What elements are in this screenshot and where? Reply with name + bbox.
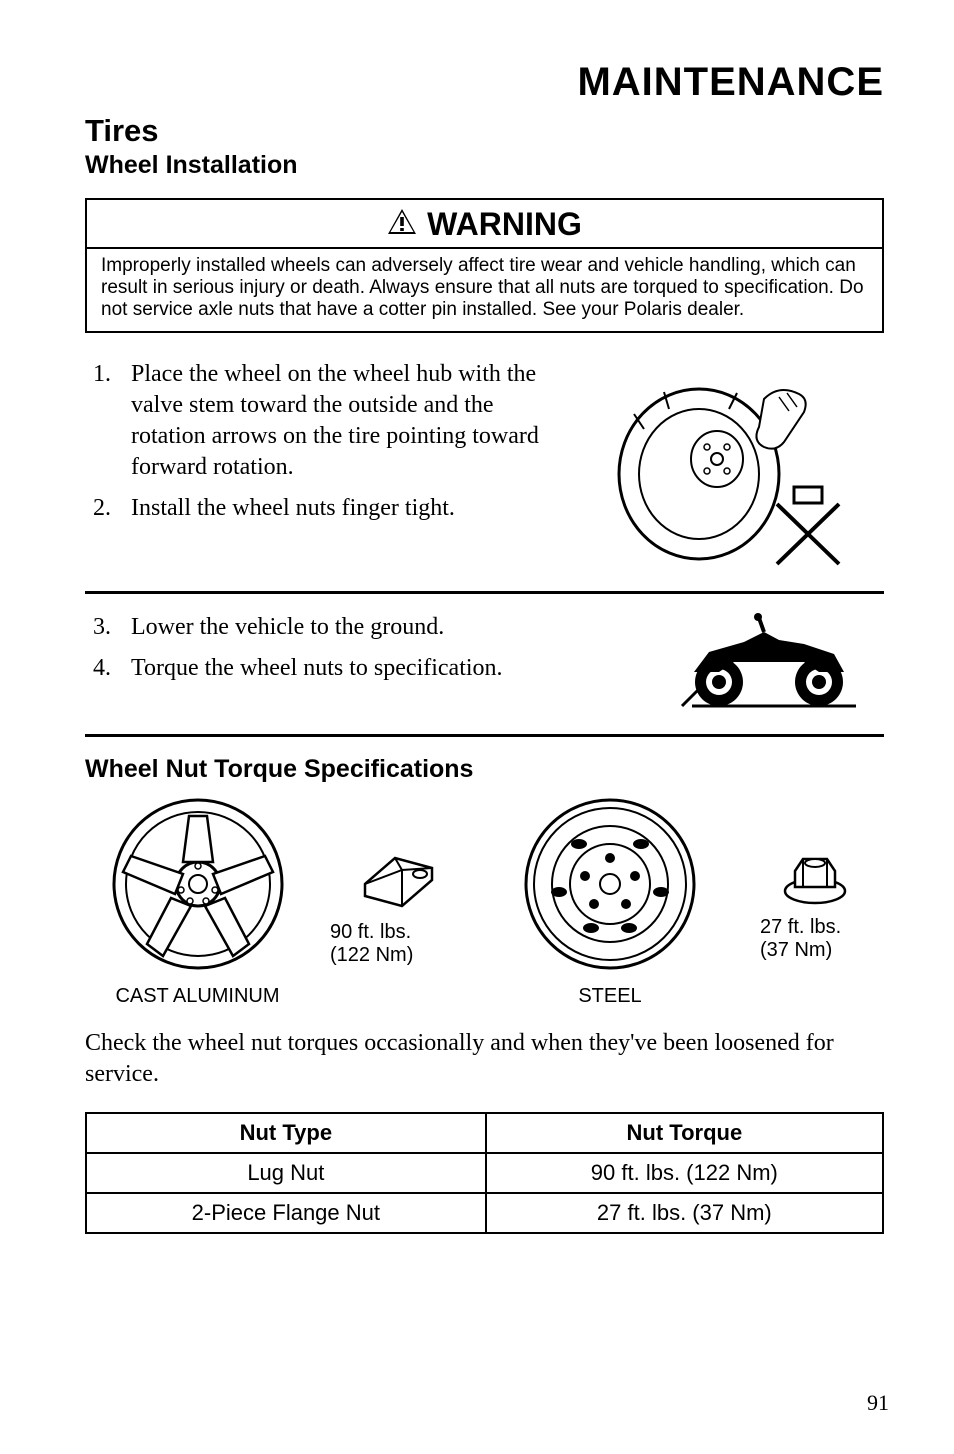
cast-wheel-illustration: CAST ALUMINUM <box>85 796 310 1008</box>
warning-label: WARNING <box>427 206 582 243</box>
section-heading: Tires <box>85 113 884 149</box>
steel-torque-2: (37 Nm) <box>760 939 832 961</box>
table-cell: 2-Piece Flange Nut <box>86 1193 486 1233</box>
lug-nut-illustration <box>330 836 460 921</box>
torque-note: Check the wheel nut torques occasionally… <box>85 1028 884 1090</box>
table-header-nuttype: Nut Type <box>86 1113 486 1153</box>
table-cell: 90 ft. lbs. (122 Nm) <box>486 1153 883 1193</box>
page: MAINTENANCE Tires Wheel Installation WAR… <box>0 0 954 1454</box>
warning-body-text: Improperly installed wheels can adversel… <box>87 249 882 331</box>
cast-wheel-label: CAST ALUMINUM <box>85 985 310 1008</box>
divider-2 <box>85 734 884 737</box>
torque-table: Nut Type Nut Torque Lug Nut 90 ft. lbs. … <box>85 1112 884 1234</box>
step-3: Lower the vehicle to the ground. <box>117 612 634 643</box>
table-header-row: Nut Type Nut Torque <box>86 1113 883 1153</box>
table-row: 2-Piece Flange Nut 27 ft. lbs. (37 Nm) <box>86 1193 883 1233</box>
flange-nut-col: 27 ft. lbs. (37 Nm) <box>760 841 870 962</box>
steel-torque-1: 27 ft. lbs. <box>760 916 841 938</box>
cast-torque-2: (122 Nm) <box>330 944 413 966</box>
table-header-nuttorque: Nut Torque <box>486 1113 883 1153</box>
flange-nut-illustration <box>760 841 870 916</box>
step-2: Install the wheel nuts finger tight. <box>117 493 554 524</box>
warning-box: WARNING Improperly installed wheels can … <box>85 198 884 333</box>
table-cell: Lug Nut <box>86 1153 486 1193</box>
lug-nut-col: 90 ft. lbs. (122 Nm) <box>330 836 460 967</box>
page-number: 91 <box>867 1390 889 1416</box>
tire-lift-illustration <box>574 359 884 569</box>
warning-title-row: WARNING <box>87 200 882 249</box>
torque-spec-heading: Wheel Nut Torque Specifications <box>85 755 884 784</box>
step-4: Torque the wheel nuts to specification. <box>117 653 634 684</box>
divider-1 <box>85 591 884 594</box>
steel-wheel-illustration: STEEL <box>480 796 740 1008</box>
cast-torque-1: 90 ft. lbs. <box>330 921 411 943</box>
steel-wheel-label: STEEL <box>480 985 740 1008</box>
table-row: Lug Nut 90 ft. lbs. (122 Nm) <box>86 1153 883 1193</box>
steps-block-2: Lower the vehicle to the ground. Torque … <box>85 612 884 712</box>
warning-triangle-icon <box>387 206 417 243</box>
wheel-spec-row: CAST ALUMINUM 90 ft. lbs. (122 Nm) <box>85 796 884 1008</box>
table-cell: 27 ft. lbs. (37 Nm) <box>486 1193 883 1233</box>
step-1: Place the wheel on the wheel hub with th… <box>117 359 554 484</box>
page-title-right: MAINTENANCE <box>85 60 884 105</box>
atv-illustration <box>654 612 884 712</box>
steps-block-1: Place the wheel on the wheel hub with th… <box>85 359 884 569</box>
subsection-heading: Wheel Installation <box>85 151 884 180</box>
